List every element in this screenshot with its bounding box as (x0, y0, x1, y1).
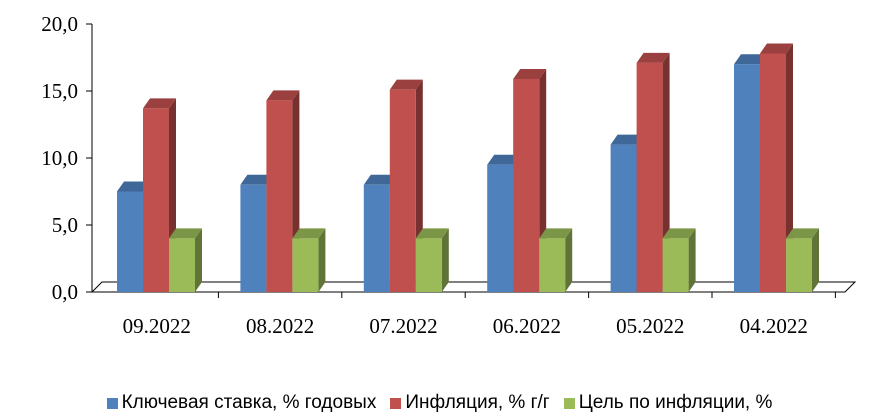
y-tick-label: 5,0 (52, 213, 78, 237)
bar-top (415, 228, 449, 239)
legend: Ключевая ставка, % годовых Инфляция, % г… (0, 392, 879, 414)
bar-top (636, 52, 670, 63)
bar-top (539, 228, 573, 239)
bar-chart: 0,0 5,0 10,0 15,0 20,0 09.2022 08.2022 07.2022… (41, 12, 857, 338)
bar-front (363, 184, 390, 292)
x-axis-labels: 09.2022 08.2022 07.2022 06.2022 05.2022 04.20… (123, 292, 836, 338)
bar-top (734, 54, 767, 65)
bar-front (415, 238, 442, 292)
y-tick-label: 0,0 (52, 280, 78, 304)
bar-top (389, 79, 423, 90)
bar-front (266, 100, 293, 292)
bar-front (117, 191, 143, 292)
legend-label-key-rate: Ключевая ставка, % годовых (121, 392, 377, 413)
bar (292, 228, 326, 292)
x-tick-label: 06.2022 (493, 314, 561, 338)
bar-front (734, 64, 760, 292)
bar-top (786, 228, 819, 239)
y-tick-label: 10,0 (41, 146, 78, 170)
bar-side (318, 228, 326, 292)
y-tick-label: 20,0 (41, 12, 78, 36)
legend-label-inflation-target: Цель по инфляции, % (578, 392, 773, 413)
bar-front (240, 184, 267, 292)
bar-front (487, 164, 514, 292)
bar-top (143, 98, 176, 109)
legend-swatch-key-rate (106, 397, 118, 409)
bar-top (266, 90, 300, 101)
bar-side (812, 228, 819, 292)
bar-side (688, 228, 696, 292)
bar (539, 228, 573, 292)
x-tick-label: 05.2022 (616, 314, 684, 338)
legend-item-key-rate: Ключевая ставка, % годовых (106, 392, 377, 414)
bar-top (513, 68, 547, 79)
bar-front (610, 144, 637, 292)
y-tick-label: 15,0 (41, 79, 78, 103)
legend-item-inflation: Инфляция, % г/г (390, 392, 550, 414)
x-tick-label: 09.2022 (123, 314, 191, 338)
bar-top (610, 134, 644, 145)
bar-top (240, 174, 274, 185)
bar-top (760, 43, 793, 54)
bar-side (195, 228, 202, 292)
bar (169, 228, 202, 292)
legend-label-inflation: Инфляция, % г/г (405, 392, 550, 413)
bar-front (513, 78, 540, 292)
bar-front (662, 238, 689, 292)
legend-item-inflation-target: Цель по инфляции, % (563, 392, 773, 414)
x-tick-label: 04.2022 (740, 314, 808, 338)
legend-swatch-inflation-target (563, 397, 575, 409)
legend-swatch-inflation (390, 397, 402, 409)
bar-top (169, 228, 202, 239)
bar-side (786, 43, 793, 293)
bar (662, 228, 696, 292)
bar-front (389, 89, 416, 292)
chart-bars (117, 43, 819, 293)
x-tick-label: 07.2022 (369, 314, 437, 338)
bar-top (487, 154, 521, 165)
bar-top (363, 174, 397, 185)
bar-side (565, 228, 573, 292)
bar-front (786, 238, 812, 292)
bar (636, 52, 670, 292)
bar-front (760, 53, 786, 293)
bar-front (143, 108, 169, 292)
bar-front (292, 238, 319, 292)
x-tick-label: 08.2022 (246, 314, 314, 338)
bar (415, 228, 449, 292)
bar-top (292, 228, 326, 239)
bar-top (117, 181, 150, 192)
y-axis: 0,0 5,0 10,0 15,0 20,0 (41, 12, 93, 304)
bar-front (539, 238, 566, 292)
bar (760, 43, 793, 293)
bar-top (662, 228, 696, 239)
bar-front (169, 238, 195, 292)
bar (786, 228, 819, 292)
bar-front (636, 62, 663, 292)
bar-side (441, 228, 449, 292)
